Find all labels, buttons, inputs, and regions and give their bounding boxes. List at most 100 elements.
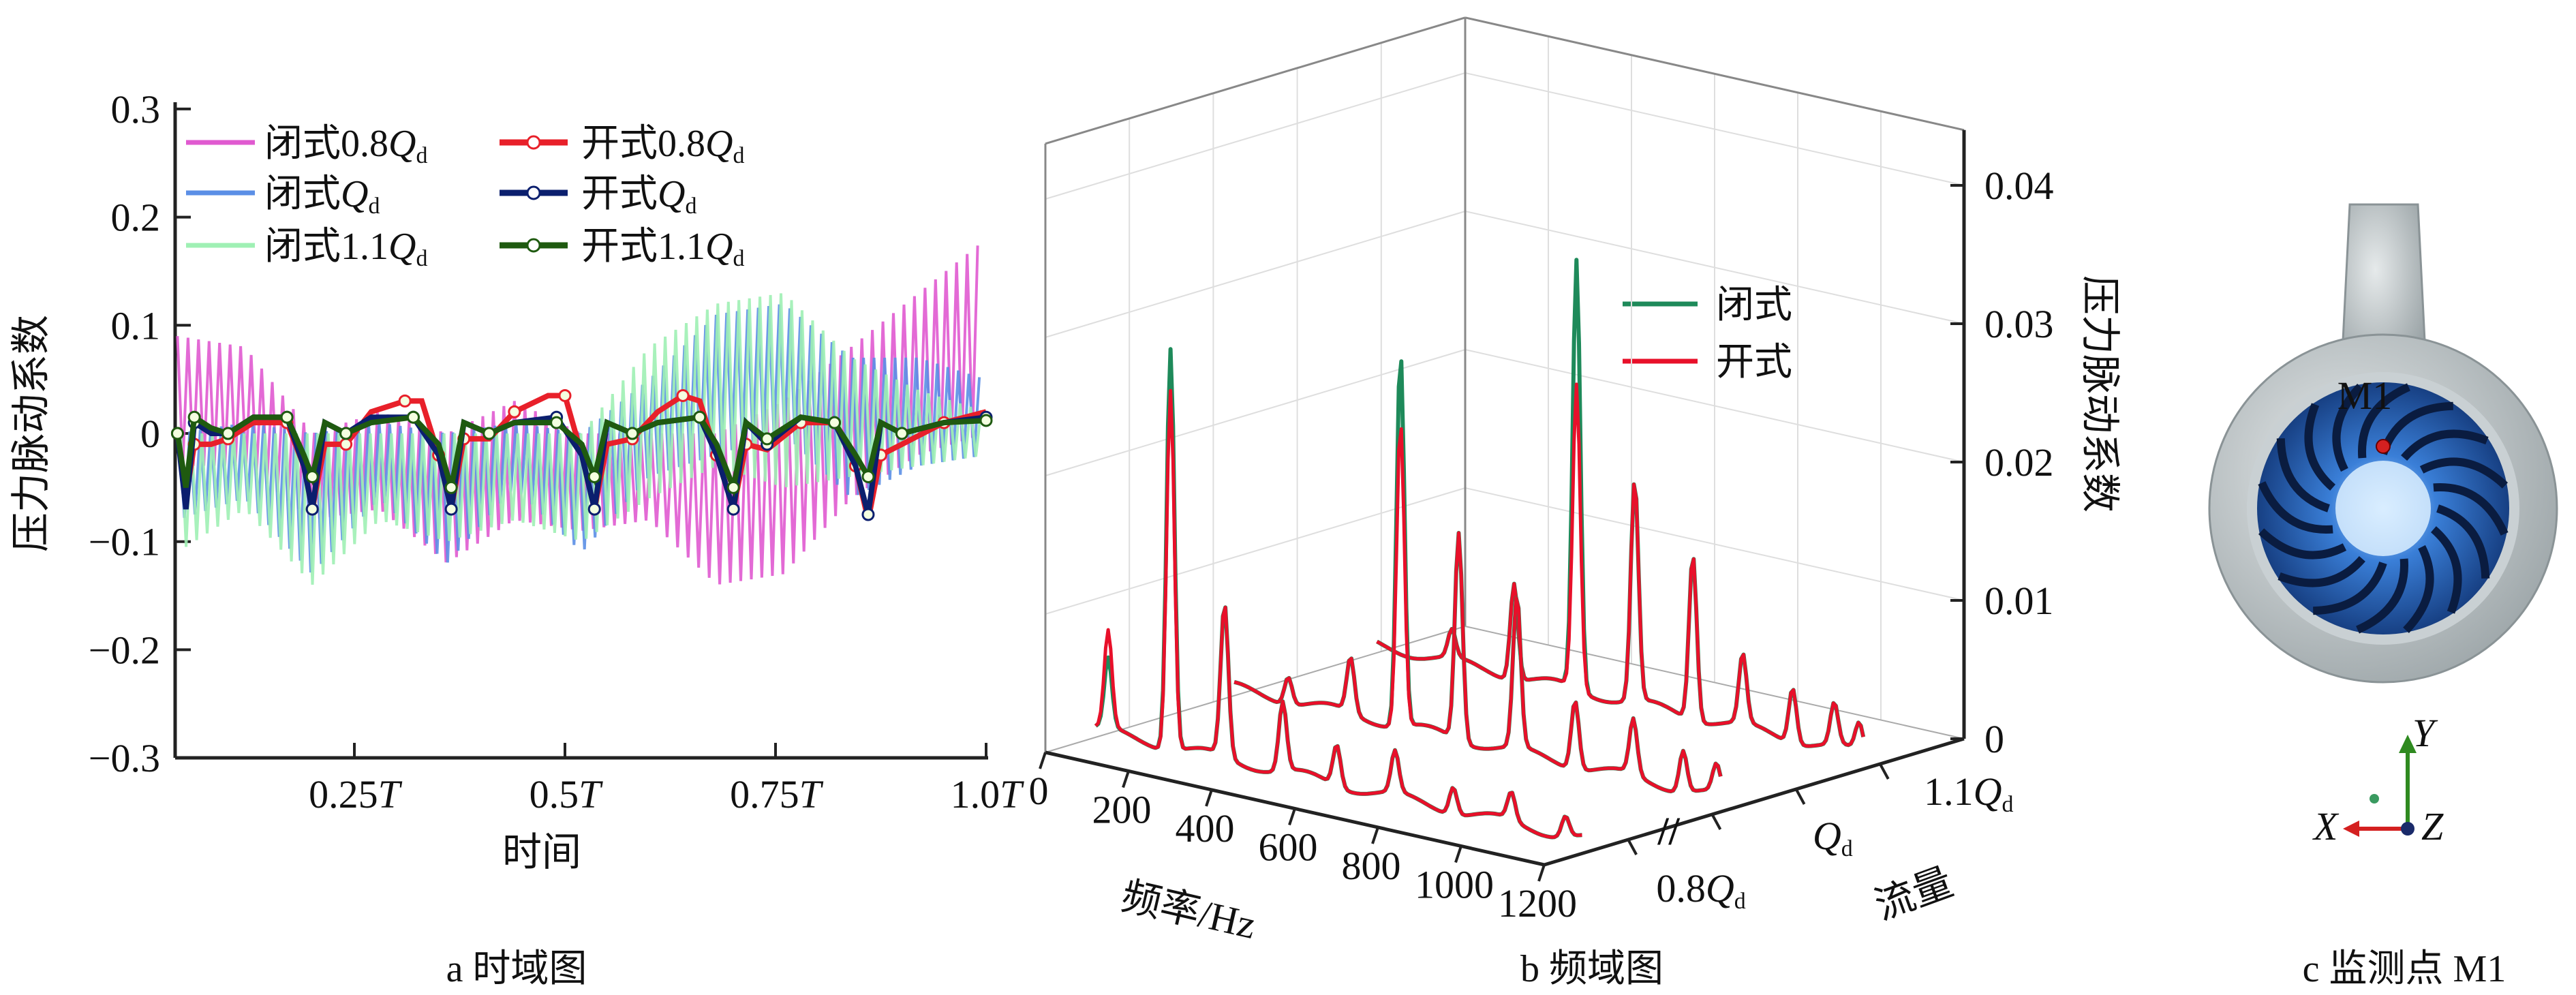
origin-dot [2370,794,2379,803]
impeller-blade [2356,558,2408,634]
frame-edge [1045,16,1466,145]
frequency-tick [1288,808,1296,826]
open-series-marker [895,427,908,440]
impeller-blade [2332,383,2363,472]
flow-tick-label-prefix: 1.1 [1924,769,1974,814]
closed-series-line [179,293,983,585]
open-series-marker [558,388,572,402]
flow-tick-label-sub: d [1734,889,1746,914]
open-series-marker [861,470,875,483]
open-series-marker [676,388,690,402]
legend-label-open-q: Q [705,226,733,268]
z-axis-dot [2401,822,2414,836]
impeller-blade [2358,383,2410,459]
caption-a: a 时域图 [446,948,587,990]
legend-label-open-prefix: 开式1.1 [581,226,705,268]
legend-marker-open [526,238,541,253]
monitor-point-label: M1 [2337,373,2393,418]
y-tick-label-a: 0.3 [111,87,161,132]
y-tick-label-a: −0.3 [89,736,160,780]
open-series-marker [170,427,184,440]
legend-label-open: 开式Qd [581,173,696,219]
frame-edge [1465,16,1965,132]
open-series-marker [979,414,993,427]
impeller-blade [2278,555,2365,587]
open-series-marker [861,508,875,521]
impeller-blade [2258,481,2333,534]
open-series-marker [339,438,353,451]
y-arrow-head [2399,735,2417,753]
legend-label-open-q: Q [658,173,685,215]
x-tick-label-a: 1.0T [951,772,1025,816]
impeller-blade [2401,429,2489,461]
open-series-marker [587,470,601,483]
z-axis-label: 压力脉动系数 [2078,275,2122,512]
x-tick-label-a: 0.75T [730,772,824,816]
frequency-tick-label: 600 [1259,825,1318,870]
flow-tick-label-sub: d [1841,836,1853,861]
flow-tick-label-q: Q [1813,814,1841,858]
legend-marker-open [526,135,541,150]
frequency-tick-label: 800 [1342,844,1401,888]
x-tick-unit: T [799,772,824,816]
frequency-tick [1537,864,1546,882]
flow-tick [1711,814,1722,830]
closed-spectrum-line [1233,359,1723,794]
y-tick-label-a: −0.1 [89,520,160,564]
x-tick-num: 0.75 [730,772,799,816]
flow-tick-label: Qd [1813,814,1853,861]
frequency-tick-label: 1000 [1415,863,1494,907]
caption-b: b 频域图 [1520,948,1663,990]
z-tick-label: 0.01 [1984,579,2054,623]
legend-label-open-q: Q [705,123,733,165]
open-spectrum-line [1376,382,1865,748]
flow-tick-label-sub: d [2002,792,2013,817]
x-tick-num: 0.25 [309,772,378,816]
open-series-marker [693,410,707,424]
z-tick-label: 0.04 [1984,164,2054,208]
z-axis-letter: Z [2421,804,2444,848]
flow-tick [1627,839,1638,855]
frequency-tick-label: 400 [1176,806,1235,851]
open-spectrum-line [1094,388,1582,839]
y-tick-label-a: 0 [140,412,160,456]
grid-line [1045,211,1466,338]
legend-label-open: 开式0.8Qd [581,123,744,168]
flow-tick-label-q: Q [1706,866,1734,910]
x-arrow-head [2343,821,2359,837]
open-series-marker [305,502,319,516]
legend-label-open-prefix: 开式0.8 [581,123,705,165]
legend-label-closed-sub: d [368,194,380,219]
open-series-marker [398,394,412,408]
open-series-marker [221,427,235,440]
x-tick-label-a: 0.25T [309,772,403,816]
open-series-marker [726,480,740,494]
impeller-blade [2258,528,2347,560]
flow-tick [1879,763,1890,780]
legend-label-closed-prefix: 闭式 [264,173,341,215]
y-axis-label-a: 压力脉动系数 [9,315,53,552]
flow-axis-label: 流量 [1869,859,1959,928]
open-series-marker [187,410,201,424]
impeller-blade [2313,562,2387,615]
y-tick-label-a: −0.2 [89,628,160,672]
legend-label-closed-q: Q [388,226,416,268]
legend-label-closed-prefix: 闭式1.1 [264,226,388,268]
open-series-marker [407,410,420,424]
legend-label-closed: 闭式1.1Qd [264,226,427,271]
closed-spectrum-line [1376,258,1866,748]
x-tick-num: 1.0 [951,772,1000,816]
legend-label-open-sub: d [733,143,744,168]
legend-marker-open [526,185,541,200]
x-axis-letter: X [2312,804,2340,848]
frequency-tick-label: 200 [1092,788,1152,832]
legend-closed-label: 闭式 [1716,284,1792,326]
impeller-blade [2403,545,2434,634]
y-axis-letter: Y [2412,711,2438,755]
floor-edge [1465,626,1965,739]
impeller-blade [2430,526,2462,614]
flow-tick-label-prefix: 0.8 [1656,866,1706,910]
frequency-tick [1205,789,1213,807]
frequency-axis-label: 频率/Hz [1118,874,1260,947]
